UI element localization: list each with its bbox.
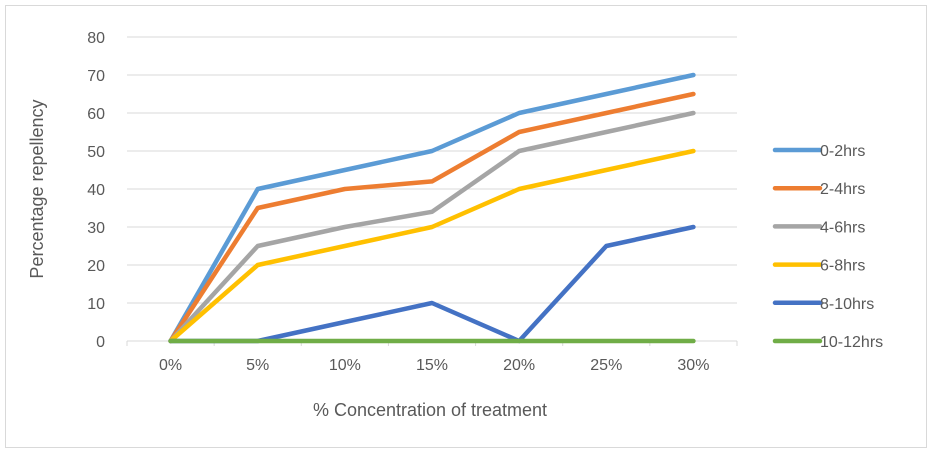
y-tick-label: 10	[87, 296, 105, 313]
y-axis-title: Percentage repellency	[27, 99, 47, 278]
y-tick-label: 40	[87, 182, 105, 199]
x-tick-label: 20%	[503, 357, 535, 374]
x-axis-ticks: 0% 5% 10% 15% 20% 25% 30%	[159, 357, 709, 374]
legend-label: 6-8hrs	[820, 258, 865, 275]
y-tick-label: 0	[96, 334, 105, 351]
y-tick-label: 20	[87, 258, 105, 275]
x-tick-label: 15%	[416, 357, 448, 374]
legend-label: 2-4hrs	[820, 181, 865, 198]
x-tick-label: 30%	[677, 357, 709, 374]
x-axis-title: % Concentration of treatment	[313, 400, 547, 420]
legend-label: 0-2hrs	[820, 143, 865, 160]
y-tick-label: 70	[87, 68, 105, 85]
series-line-8-10hrs	[168, 224, 696, 344]
x-tick-label: 10%	[329, 357, 361, 374]
y-tick-label: 80	[87, 30, 105, 47]
y-axis-ticks: 0 10 20 30 40 50 60 70 80	[87, 30, 105, 351]
series-lines	[168, 72, 696, 344]
legend-label: 8-10hrs	[820, 296, 874, 313]
y-tick-label: 30	[87, 220, 105, 237]
x-tick-label: 25%	[590, 357, 622, 374]
legend-label: 10-12hrs	[820, 334, 883, 351]
y-tick-label: 50	[87, 144, 105, 161]
legend-label: 4-6hrs	[820, 219, 865, 236]
x-tick-label: 5%	[246, 357, 269, 374]
legend: 0-2hrs 2-4hrs 4-6hrs 6-8hrs 8-10hrs 10-12hrs	[772, 143, 883, 351]
x-tick-label: 0%	[159, 357, 182, 374]
y-tick-label: 60	[87, 106, 105, 123]
